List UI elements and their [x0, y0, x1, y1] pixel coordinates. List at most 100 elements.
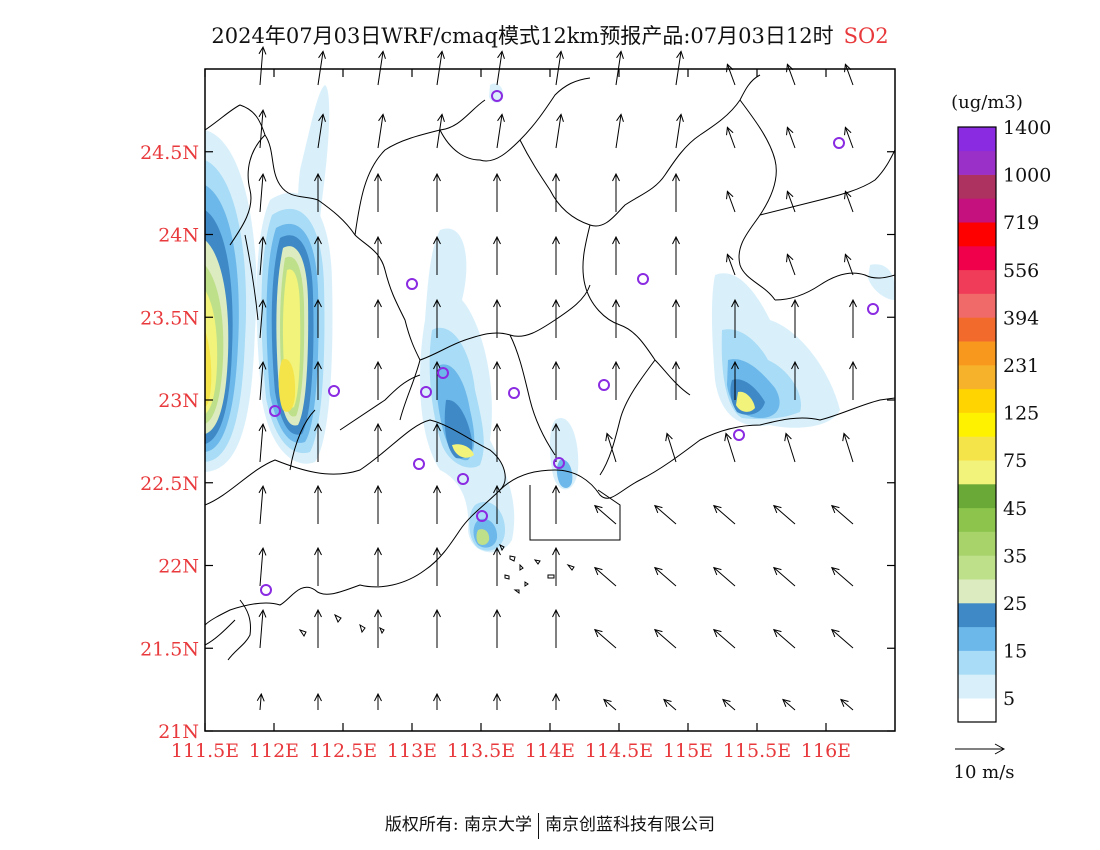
wind-vector-field: [256, 46, 857, 711]
wind-arrow: [675, 114, 682, 149]
colorbar-unit: (ug/m3): [951, 92, 1023, 113]
colorbar-swatch: [958, 412, 996, 437]
colorbar-swatch: [958, 246, 996, 271]
colorbar-swatch: [958, 650, 996, 675]
wind-arrow: [786, 127, 796, 149]
wind-arrowhead: [786, 253, 794, 263]
wind-arrowhead: [672, 298, 680, 308]
wind-arrow: [259, 610, 264, 649]
colorbar-swatch: [958, 698, 996, 723]
lat-tick-label: 24N: [158, 225, 199, 247]
so2-concentration-field: [205, 83, 895, 553]
wind-arrowhead: [433, 692, 441, 702]
wind-arrow: [722, 699, 736, 711]
colorbar-swatch: [958, 531, 996, 556]
wind-arrow: [726, 64, 736, 86]
wind-arrow: [377, 114, 384, 149]
species-label: SO2: [843, 24, 889, 48]
lat-tick-label: 22N: [158, 556, 199, 578]
wind-arrowhead: [314, 546, 322, 556]
lon-tick-label: 114.5E: [585, 740, 653, 762]
wind-arrowhead: [556, 50, 564, 59]
wind-arrowhead: [437, 50, 445, 59]
wind-arrowhead: [726, 126, 734, 136]
wind-arrow: [782, 699, 796, 711]
wind-arrow: [785, 433, 796, 463]
wind-arrowhead: [791, 298, 799, 308]
wind-arrowhead: [314, 172, 322, 182]
station-marker: [413, 458, 425, 470]
wind-arrowhead: [433, 484, 441, 494]
colorbar-label: 231: [1003, 355, 1039, 377]
wind-arrowhead: [849, 360, 857, 370]
wind-arrowhead: [433, 608, 441, 618]
wind-arrowhead: [552, 360, 560, 370]
wind-arrowhead: [612, 298, 620, 308]
wind-arrowhead: [672, 172, 680, 182]
map-title: 2024年07月03日WRF/cmaq模式12km预报产品:07月03日12时 S…: [0, 20, 1100, 50]
footer-right: 南京创蓝科技有限公司: [545, 815, 716, 835]
wind-arrowhead: [603, 698, 612, 707]
lon-tick-label: 112E: [249, 740, 299, 762]
wind-arrow: [259, 300, 264, 339]
wind-arrow: [555, 114, 562, 149]
wind-arrow: [773, 629, 796, 649]
lon-tick-label: 114E: [525, 740, 575, 762]
wind-arrow: [773, 567, 796, 587]
wind-arrowhead: [258, 46, 267, 55]
station-marker: [260, 584, 272, 596]
lon-tick-label: 113E: [387, 740, 437, 762]
wind-arrow: [726, 127, 736, 149]
colorbar-label: 1400: [1003, 117, 1051, 139]
station-marker: [598, 379, 610, 391]
wind-arrow: [844, 64, 854, 86]
wind-arrow: [843, 433, 854, 463]
wind-arrowhead: [653, 504, 663, 514]
wind-arrowhead: [552, 172, 560, 182]
wind-arrow: [675, 51, 682, 86]
wind-arrowhead: [378, 50, 386, 59]
station-marker: [553, 457, 565, 469]
colorbar-label: 75: [1003, 450, 1027, 472]
colorbar-swatch: [958, 150, 996, 175]
wind-arrow: [773, 505, 796, 525]
wind-arrowhead: [830, 628, 840, 638]
wind-arrowhead: [552, 235, 560, 245]
colorbar-swatch: [958, 388, 996, 413]
wind-arrowhead: [552, 546, 560, 556]
wind-arrowhead: [552, 422, 560, 432]
wind-arrow: [603, 699, 617, 711]
colorbar-swatch: [958, 174, 996, 199]
wind-arrow: [713, 505, 736, 525]
wind-arrow: [726, 191, 736, 213]
wind-arrowhead: [258, 609, 267, 618]
wind-arrowhead: [731, 360, 739, 370]
wind-arrowhead: [772, 628, 782, 638]
wind-arrowhead: [676, 50, 684, 59]
wind-arrowhead: [433, 172, 441, 182]
colorbar-frame: [957, 126, 997, 723]
wind-legend: 10 m/s: [954, 743, 1015, 783]
wind-arrow: [663, 699, 677, 711]
wind-arrowhead: [840, 698, 849, 707]
wind-arrowhead: [256, 692, 265, 702]
colorbar-swatch: [958, 603, 996, 628]
colorbar-swatch: [958, 460, 996, 485]
footer-left: 版权所有: 南京大学: [384, 815, 533, 835]
wind-arrow: [666, 433, 677, 463]
wind-arrowhead: [258, 109, 267, 118]
boundary-lines: [205, 74, 895, 661]
station-marker: [637, 273, 649, 285]
wind-arrow: [259, 548, 264, 587]
wind-arrowhead: [374, 608, 382, 618]
wind-arrowhead: [665, 432, 673, 442]
wind-arrow: [615, 51, 622, 86]
wind-arrowhead: [497, 50, 505, 59]
wind-arrowhead: [593, 504, 603, 514]
wind-arrowhead: [653, 566, 663, 576]
colorbar-label: 45: [1003, 498, 1027, 520]
wind-arrow: [725, 433, 736, 463]
wind-arrow: [786, 64, 796, 86]
wind-arrowhead: [849, 298, 857, 308]
wind-arrowhead: [712, 628, 722, 638]
